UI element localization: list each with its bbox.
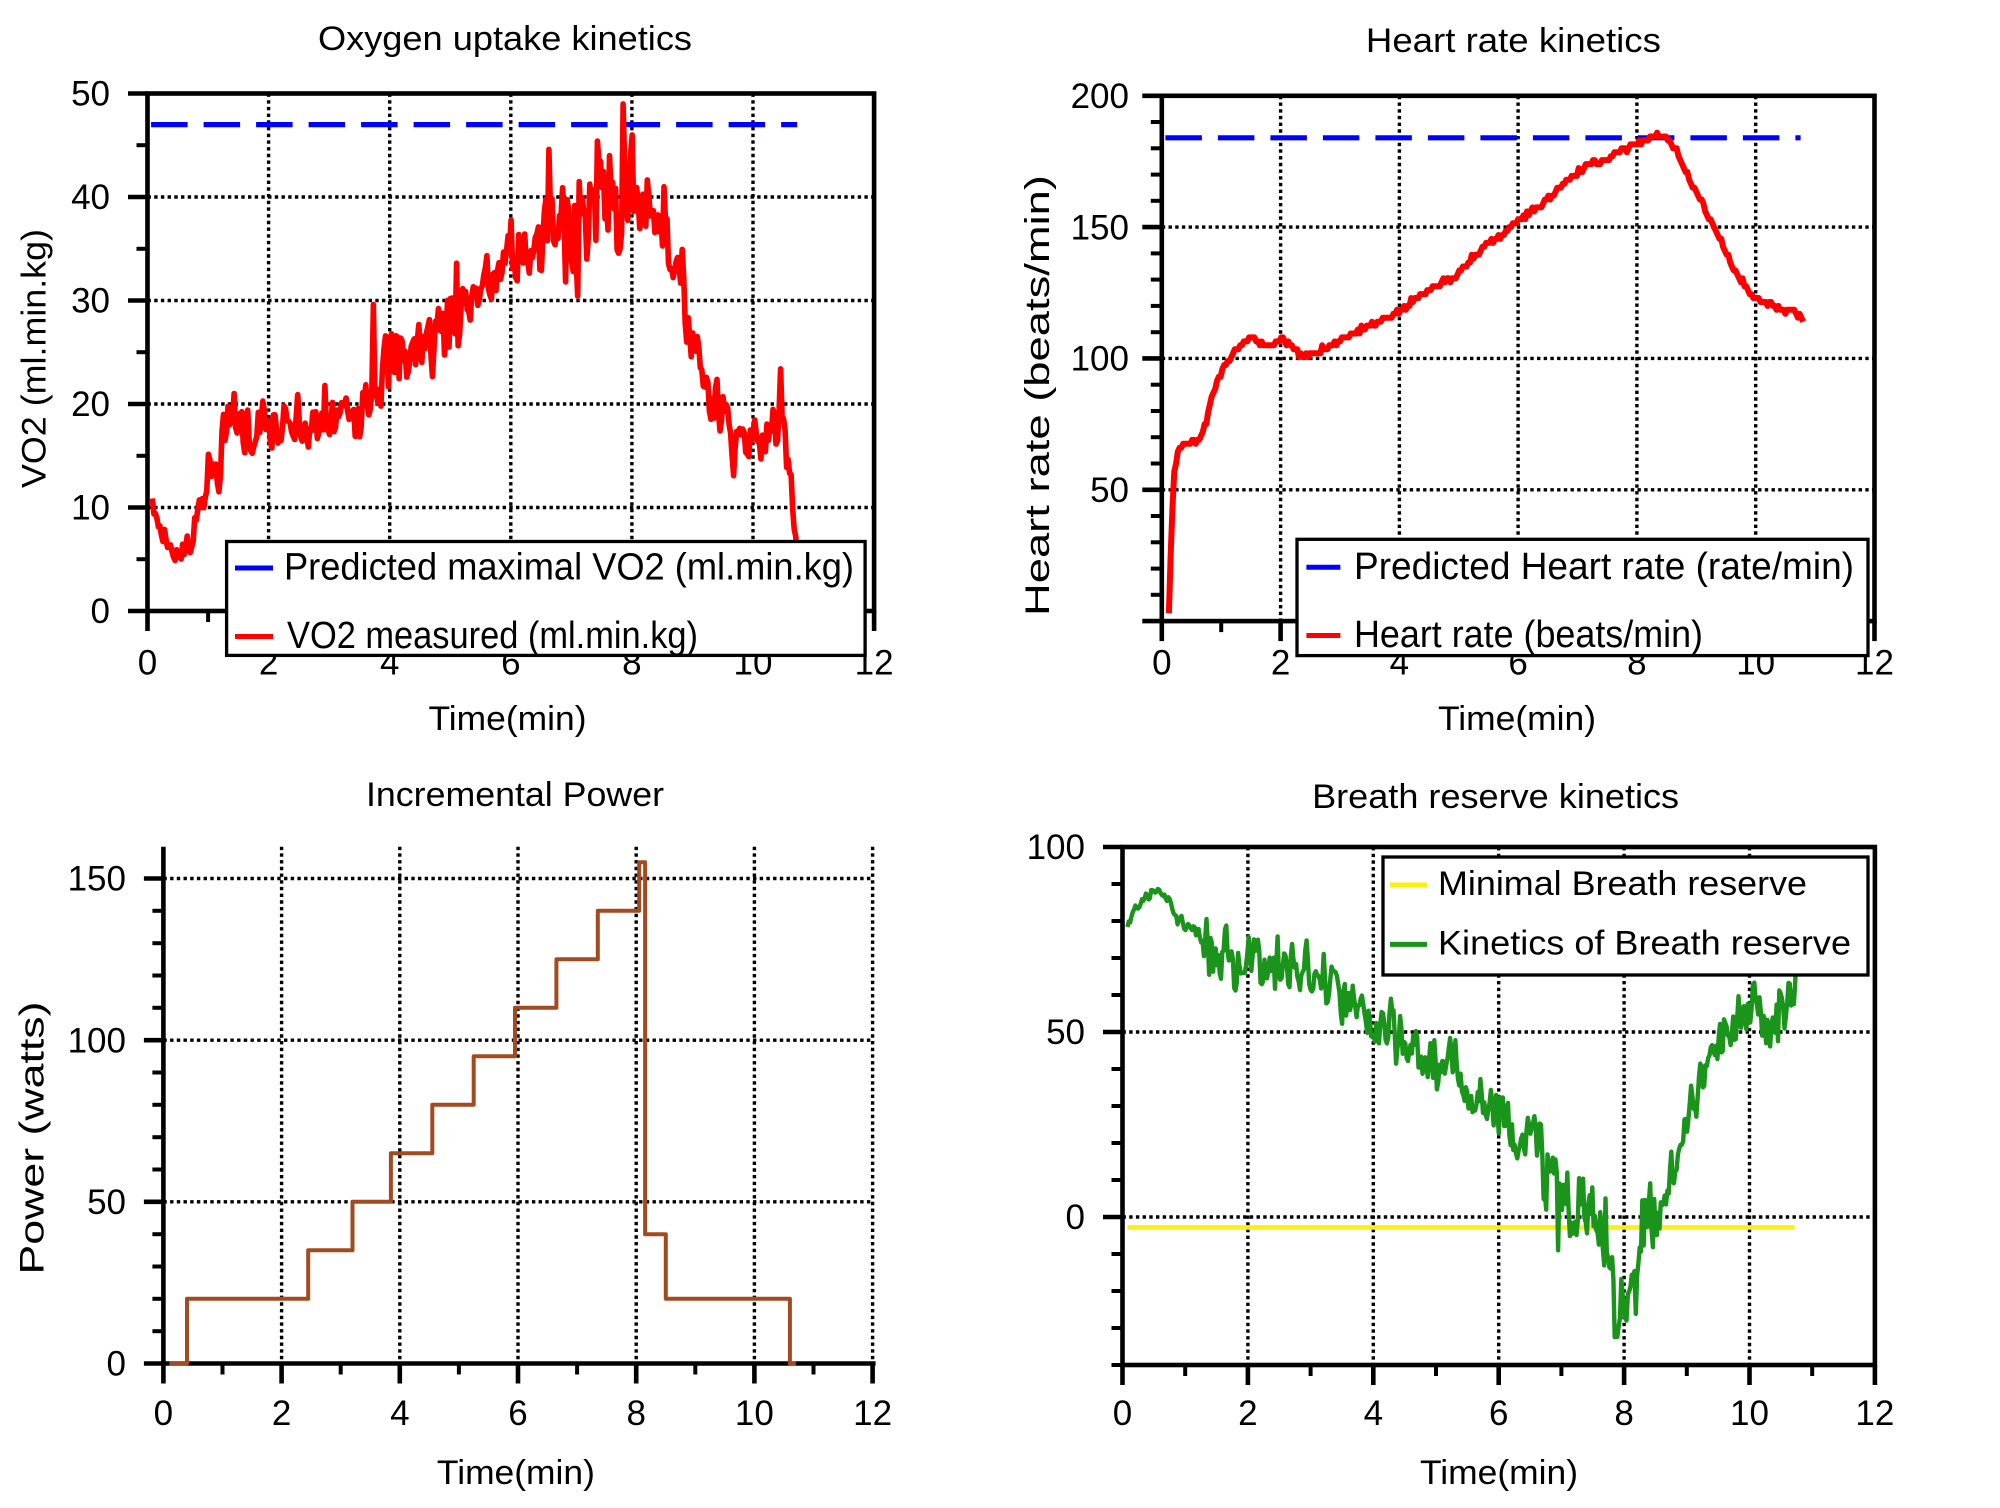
svg-text:Time(min): Time(min) [1438, 700, 1596, 738]
svg-text:Predicted maximal VO2 (ml.min.: Predicted maximal VO2 (ml.min.kg) [284, 547, 854, 589]
svg-text:Heart rate kinetics: Heart rate kinetics [1366, 22, 1661, 60]
svg-text:Time(min): Time(min) [429, 700, 587, 738]
svg-text:4: 4 [1364, 1394, 1383, 1433]
svg-text:8: 8 [626, 1394, 645, 1433]
svg-text:Incremental Power: Incremental Power [366, 776, 664, 814]
svg-text:50: 50 [71, 75, 110, 114]
svg-text:2: 2 [1238, 1394, 1257, 1433]
svg-text:0: 0 [138, 644, 157, 683]
svg-text:VO2 (ml.min.kg): VO2 (ml.min.kg) [16, 229, 54, 488]
svg-text:Time(min): Time(min) [1420, 1454, 1578, 1492]
svg-text:0: 0 [107, 1345, 126, 1384]
svg-text:4: 4 [390, 1394, 409, 1433]
svg-text:Predicted Heart rate (rate/min: Predicted Heart rate (rate/min) [1354, 546, 1854, 588]
svg-text:0: 0 [1152, 644, 1171, 683]
svg-text:Heart rate (beats/min): Heart rate (beats/min) [1019, 175, 1057, 616]
svg-text:0: 0 [1066, 1198, 1085, 1237]
svg-text:Oxygen uptake kinetics: Oxygen uptake kinetics [318, 20, 692, 58]
svg-text:Time(min): Time(min) [437, 1454, 595, 1492]
svg-text:50: 50 [87, 1183, 126, 1222]
svg-text:6: 6 [1489, 1394, 1508, 1433]
svg-text:50: 50 [1090, 471, 1129, 510]
svg-text:0: 0 [154, 1394, 173, 1433]
svg-text:0: 0 [1113, 1394, 1132, 1433]
svg-text:Power (watts): Power (watts) [14, 1002, 52, 1275]
svg-text:20: 20 [71, 385, 110, 424]
svg-text:Heart rate (beats/min): Heart rate (beats/min) [1354, 614, 1703, 656]
svg-text:30: 30 [71, 282, 110, 321]
svg-text:Minimal Breath reserve: Minimal Breath reserve [1438, 865, 1807, 903]
svg-text:Kinetics of Breath reserve: Kinetics of Breath reserve [1438, 925, 1851, 963]
svg-text:2: 2 [272, 1394, 291, 1433]
svg-text:10: 10 [1730, 1394, 1769, 1433]
svg-text:8: 8 [1614, 1394, 1633, 1433]
svg-text:0: 0 [91, 592, 110, 631]
svg-text:50: 50 [1046, 1013, 1085, 1052]
svg-text:6: 6 [508, 1394, 527, 1433]
svg-text:150: 150 [68, 860, 126, 899]
svg-text:100: 100 [1027, 828, 1085, 867]
svg-text:VO2 measured (ml.min.kg): VO2 measured (ml.min.kg) [287, 615, 698, 657]
svg-text:100: 100 [1071, 340, 1129, 379]
svg-text:40: 40 [71, 178, 110, 217]
svg-text:10: 10 [71, 489, 110, 528]
svg-text:200: 200 [1071, 77, 1129, 116]
svg-text:150: 150 [1071, 208, 1129, 247]
svg-text:12: 12 [853, 1394, 892, 1433]
svg-text:100: 100 [68, 1021, 126, 1060]
svg-text:Breath reserve kinetics: Breath reserve kinetics [1312, 778, 1679, 816]
svg-text:10: 10 [735, 1394, 774, 1433]
svg-text:2: 2 [1271, 644, 1290, 683]
svg-text:12: 12 [1855, 1394, 1894, 1433]
